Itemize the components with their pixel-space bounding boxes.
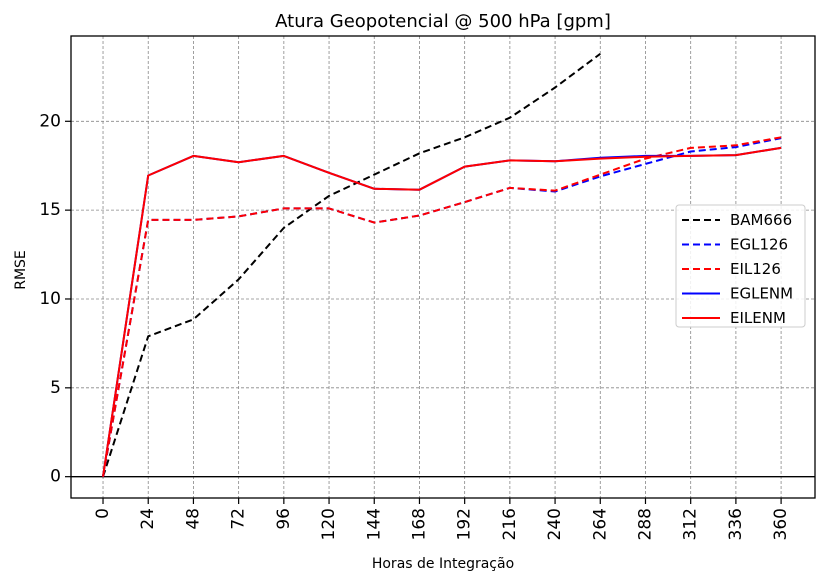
series-layer [102,52,782,478]
x-tick-label: 120 [319,508,339,540]
x-tick-label: 72 [229,508,249,530]
legend-label: EGLENM [730,285,793,303]
series-line-eil126 [102,136,782,477]
x-tick-label: 24 [138,508,158,530]
series-line-eilenm [102,146,782,477]
x-tick-label: 144 [364,508,384,540]
legend-label: EIL126 [730,260,781,278]
legend-label: BAM666 [730,211,792,229]
y-tick-label: 5 [50,378,61,398]
x-axis-label: Horas de Integração [372,556,514,572]
series-line-bam666 [102,52,601,478]
x-tick-label: 288 [635,508,655,540]
x-tick-label: 48 [183,508,203,530]
y-tick-label: 0 [50,467,61,487]
x-tick-label: 0 [93,508,113,519]
legend-label: EILENM [730,309,786,327]
x-tick-label: 96 [274,508,294,530]
legend-label: EGL126 [730,236,788,254]
x-tick-label: 336 [726,508,746,540]
x-tick-label: 312 [681,508,701,540]
y-tick-label: 20 [39,111,61,131]
x-tick-label: 264 [590,508,610,540]
y-tick-label: 15 [39,200,61,220]
plot-frame [70,35,816,499]
y-axis-label: RMSE [13,250,29,290]
x-tick-label: 240 [545,508,565,540]
x-tick-label: 168 [409,508,429,540]
legend-box [675,204,806,328]
axis-ticks: 0 24 48 72 96 120 144 168 192 216 240 264 288 312 336 3… [39,111,791,540]
x-tick-label: 192 [455,508,475,540]
series-line-egl126 [102,137,782,477]
x-tick-label: 216 [500,508,520,540]
x-tick-label: 360 [771,508,791,540]
chart-title: Atura Geopotencial @ 500 hPa [gpm] [275,11,611,32]
legend: BAM666 EGL126 EIL126 EGLENM EILENM [675,204,806,328]
y-tick-label: 10 [39,289,61,309]
